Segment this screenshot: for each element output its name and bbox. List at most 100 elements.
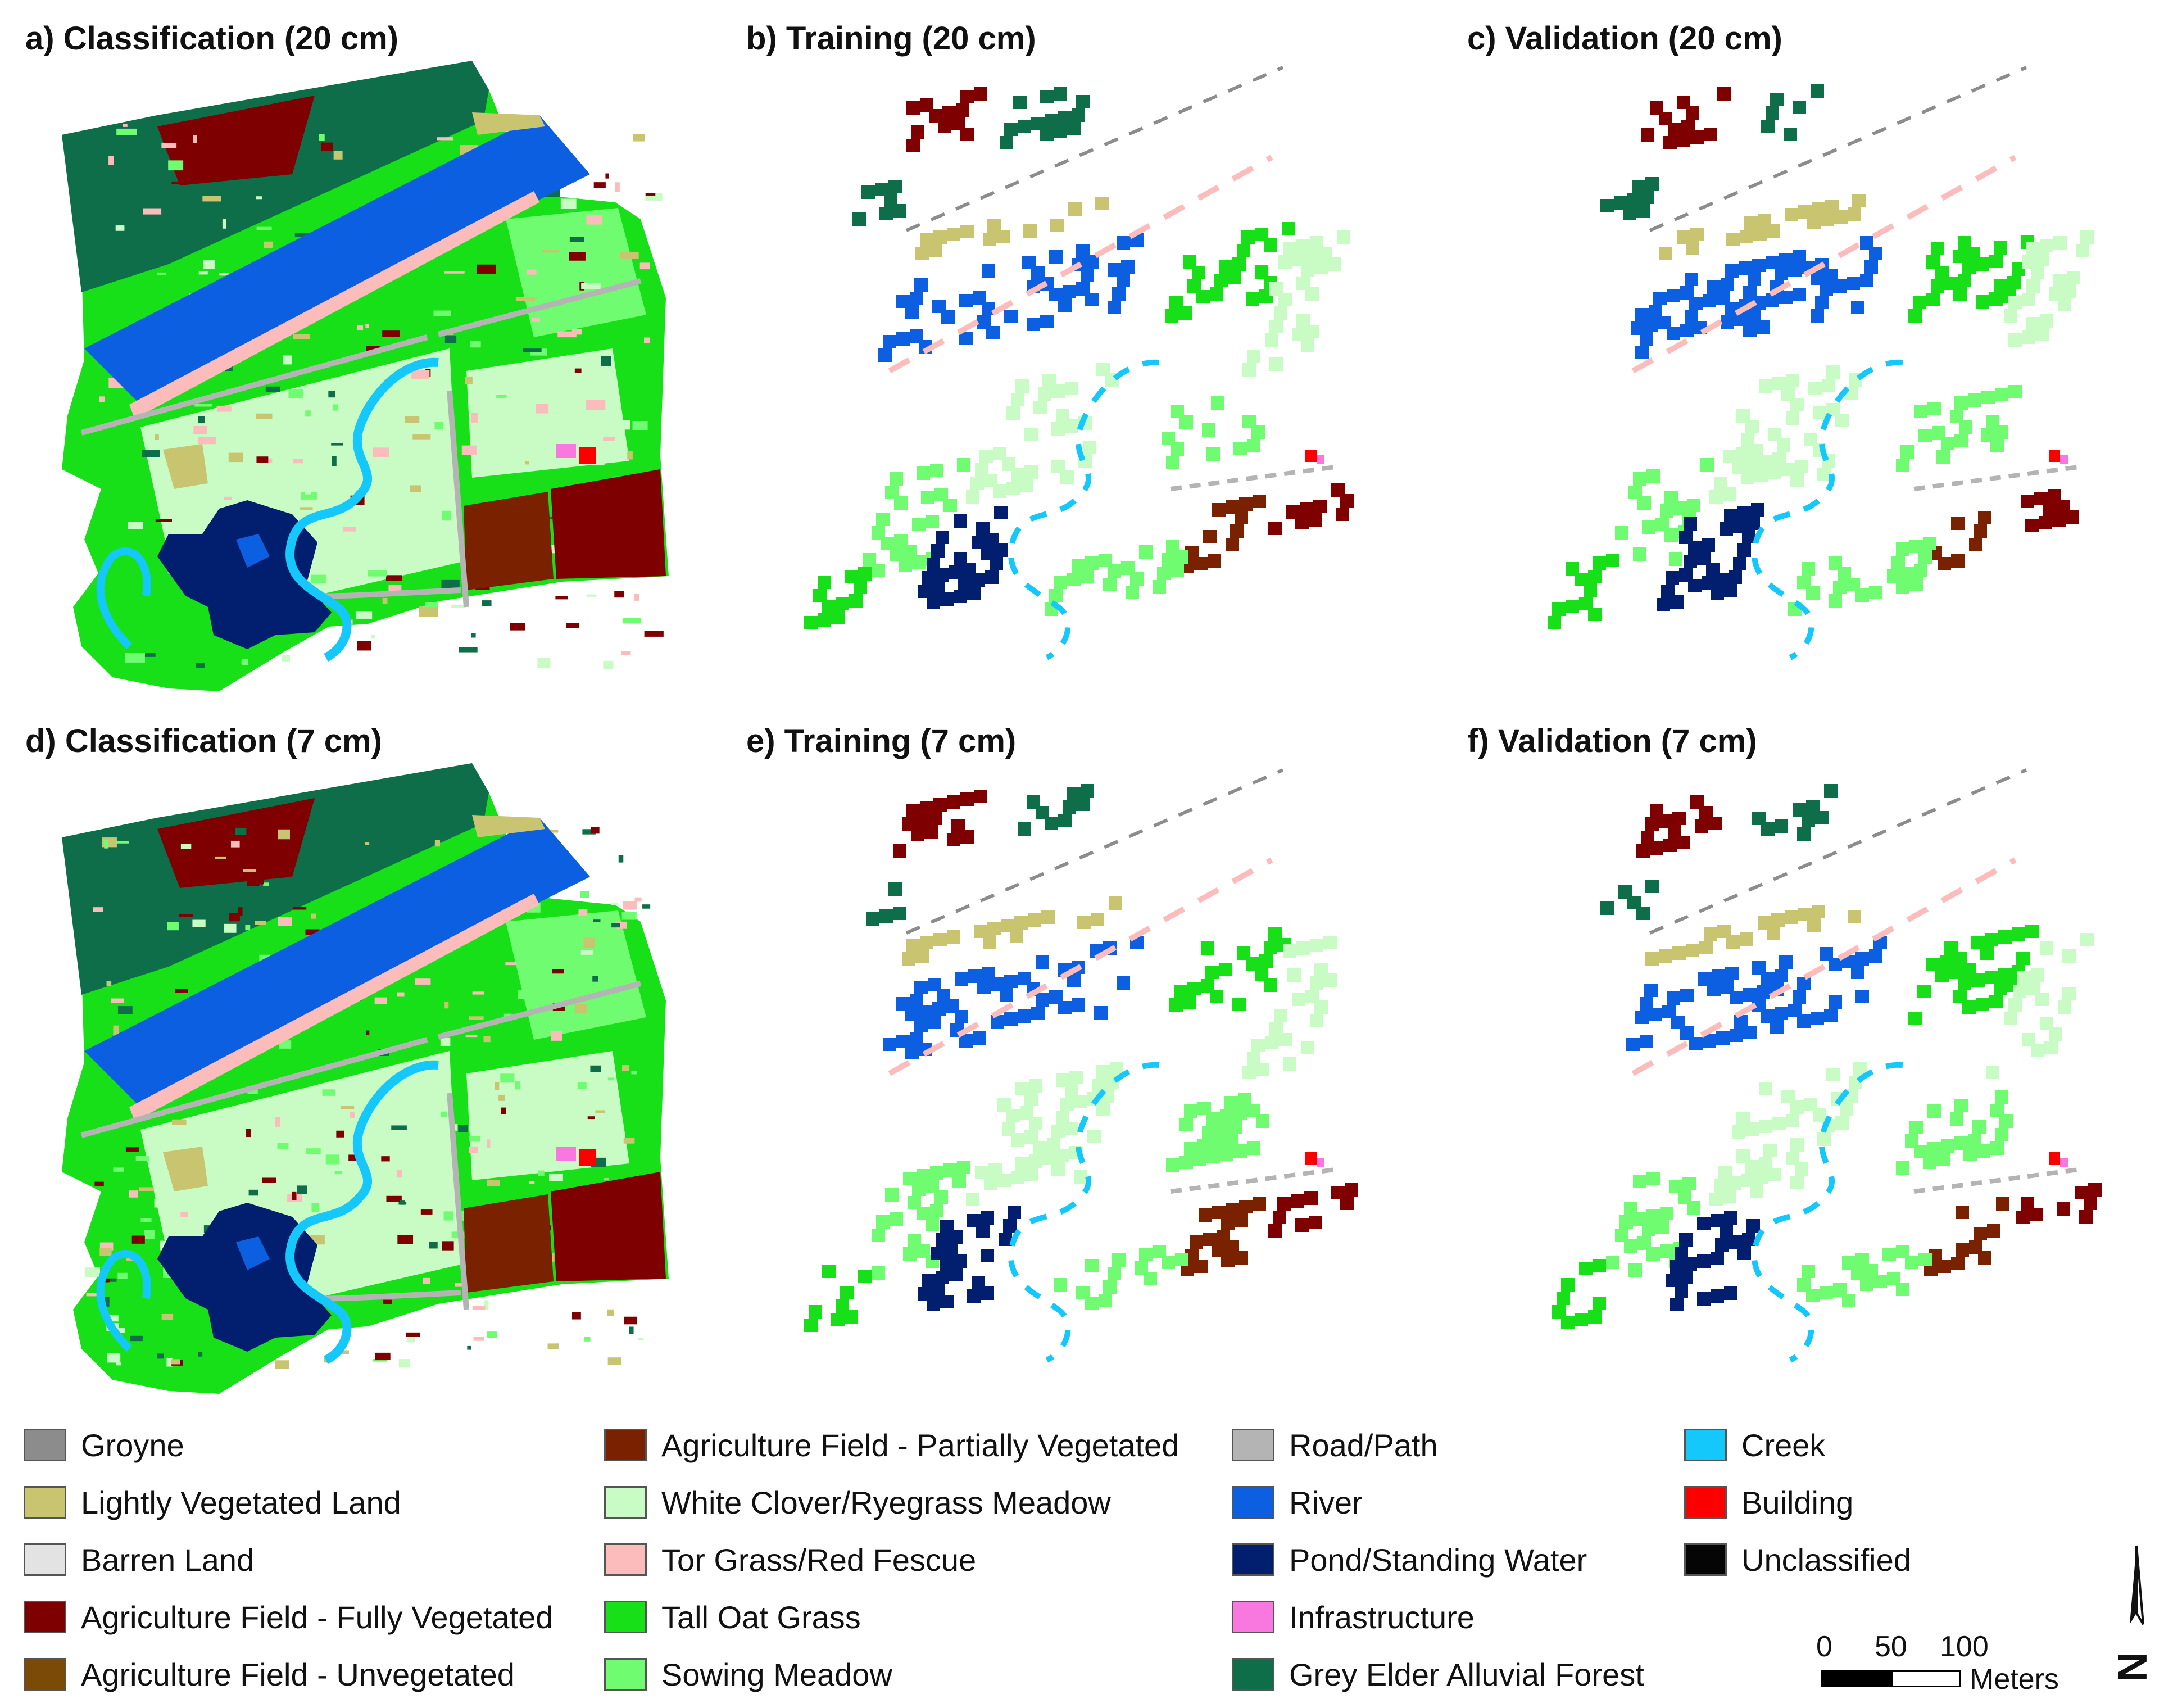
class-patch	[311, 1203, 320, 1212]
sample-cell	[1008, 1206, 1021, 1219]
legend-label: Groyne	[81, 1427, 184, 1463]
class-patch	[587, 1116, 595, 1120]
sample-map	[804, 768, 1358, 1363]
sample-cell	[1337, 230, 1350, 244]
class-patch	[365, 842, 370, 845]
sample-cell	[1840, 1103, 1853, 1116]
sample-cell	[1727, 1176, 1741, 1190]
class-patch	[405, 416, 420, 423]
class-patch	[343, 527, 356, 532]
infrastructure-sample	[2060, 455, 2068, 464]
class-patch	[219, 273, 229, 276]
panel-title-e: e) Training (7 cm)	[746, 723, 1017, 759]
bank-strip	[129, 191, 539, 419]
sample-cell	[858, 1270, 872, 1283]
sample-cell	[1309, 513, 1322, 527]
sample-cell	[903, 1247, 917, 1261]
sample-map	[1548, 66, 2094, 660]
sample-cell	[1232, 998, 1246, 1011]
sample-cell	[1950, 1112, 1963, 1126]
tor-grass-sample	[888, 857, 1273, 1076]
sample-cell	[1060, 1098, 1074, 1111]
class-patch	[303, 1172, 316, 1176]
class-patch	[275, 1360, 289, 1369]
legend-label: Lightly Vegetated Land	[81, 1484, 401, 1520]
class-patch	[224, 496, 232, 500]
class-patch	[305, 410, 311, 417]
panel-e: e) Training (7 cm)	[721, 703, 1442, 1405]
sample-cell	[1060, 470, 1074, 484]
sample-cell	[1802, 1265, 1815, 1278]
sample-cell	[1305, 325, 1319, 338]
class-patch	[487, 1180, 500, 1186]
class-patch	[465, 1034, 478, 1038]
class-patch	[228, 452, 243, 463]
sample-cell	[1687, 1201, 1700, 1215]
sample-cell	[1291, 1194, 1304, 1208]
sample-cell	[926, 515, 939, 528]
sample-cell	[2016, 952, 2030, 965]
class-patch	[458, 1125, 468, 1132]
sample-cell	[1741, 471, 1754, 484]
creek-sample	[1752, 1062, 1903, 1363]
sample-cell	[1659, 949, 1672, 963]
sample-cell	[1723, 1190, 1736, 1203]
sample-cell	[1251, 425, 1265, 439]
tor-grass-sample	[1631, 857, 2017, 1076]
sample-cell	[1588, 570, 1602, 583]
sample-cell	[1900, 445, 1914, 459]
sample-cell	[1972, 1120, 1986, 1134]
sample-cell	[1974, 524, 1987, 538]
sample-cell	[1206, 1150, 1220, 1163]
panel-title-b: b) Training (20 cm)	[746, 20, 1036, 57]
sample-cell	[981, 1286, 994, 1300]
class-patch	[500, 1073, 515, 1083]
sample-cell	[905, 1045, 919, 1059]
sample-cell	[1680, 324, 1694, 337]
sample-cell	[1004, 1012, 1018, 1026]
class-patch	[444, 335, 457, 343]
class-patch	[440, 1037, 451, 1046]
class-patch	[444, 1002, 449, 1009]
sample-cell	[1287, 968, 1301, 982]
sample-cell	[1909, 1121, 1923, 1134]
sample-cell	[2039, 516, 2052, 529]
sample-cell	[1264, 978, 1277, 992]
sample-cell	[1208, 554, 1221, 568]
building-sample	[2049, 450, 2060, 462]
creek-sample	[1008, 359, 1160, 660]
class-patch	[264, 241, 273, 248]
sample-cell	[1202, 423, 1215, 437]
class-patch	[167, 922, 179, 931]
sample-cell	[1835, 414, 1849, 427]
sample-cell	[1241, 230, 1255, 244]
sample-cell	[1724, 584, 1737, 597]
sample-cell	[890, 1212, 903, 1226]
sample-cell	[2008, 998, 2022, 1012]
sample-cell	[1646, 1247, 1660, 1261]
sample-cell	[1855, 990, 1869, 1003]
sample-cell	[818, 613, 831, 627]
class-patch	[161, 143, 177, 148]
sample-cell	[1896, 1283, 1909, 1296]
sample-cell	[1058, 1001, 1072, 1014]
sample-cell	[1724, 1211, 1737, 1225]
sample-cell	[1328, 257, 1341, 271]
sample-cell	[1637, 496, 1651, 510]
ag-field-partial	[464, 1194, 554, 1293]
class-patch	[131, 1235, 145, 1244]
class-patch	[171, 181, 182, 184]
class-patch	[397, 1235, 414, 1244]
bank-strip	[129, 894, 539, 1121]
road	[80, 278, 642, 608]
sample-cell	[955, 972, 968, 986]
sample-cell	[1976, 998, 1989, 1011]
class-patch	[614, 591, 624, 598]
sample-cell	[1072, 998, 1085, 1012]
sample-cell	[1666, 571, 1679, 585]
sample-cell	[1908, 1012, 1922, 1025]
sample-cell	[899, 558, 912, 572]
sample-cell	[1054, 576, 1067, 589]
sample-cell	[2058, 1000, 2071, 1014]
sample-cell	[1633, 547, 1646, 561]
